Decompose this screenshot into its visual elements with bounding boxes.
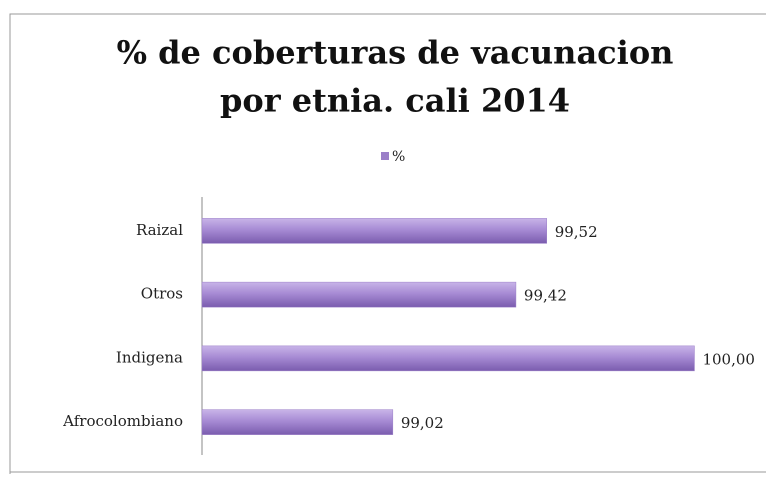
chart-frame: [9, 13, 766, 474]
chart-title: % de coberturas de vacunacion: [117, 34, 674, 72]
data-label: 99,42: [524, 287, 567, 305]
y-tick-label: Otros: [141, 285, 183, 303]
legend-swatch: [381, 152, 389, 160]
bar: [201, 218, 547, 244]
chart-title: por etnia. cali 2014: [220, 82, 570, 120]
y-tick-label: Indigena: [116, 348, 183, 366]
data-label: 99,52: [555, 223, 598, 241]
y-tick-label: Raizal: [136, 221, 183, 239]
data-label: 99,02: [401, 414, 444, 432]
y-tick-label: Afrocolombiano: [62, 412, 183, 430]
legend-label: %: [392, 149, 405, 165]
bar: [201, 409, 394, 435]
bar: [201, 345, 695, 372]
bar: [201, 281, 517, 308]
data-label: 100,00: [702, 350, 755, 368]
